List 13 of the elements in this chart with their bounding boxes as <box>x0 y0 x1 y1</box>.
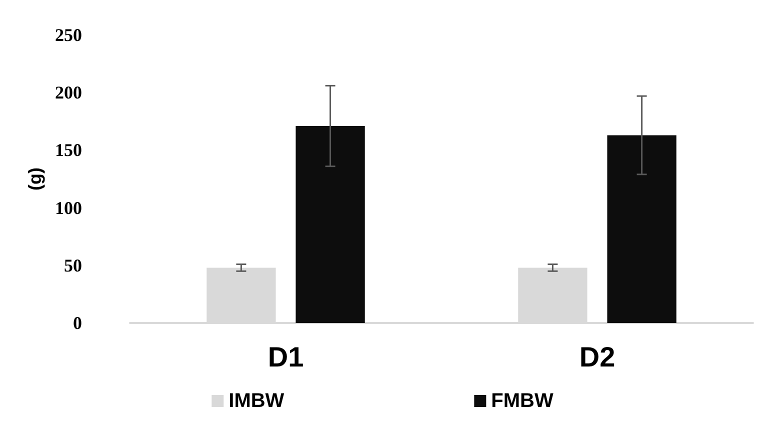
y-tick-label: 150 <box>55 140 82 160</box>
y-tick-label: 100 <box>55 198 82 218</box>
bar <box>296 126 365 323</box>
y-tick-label: 250 <box>55 25 82 45</box>
y-tick-label: 200 <box>55 82 82 103</box>
x-tick-label: D1 <box>268 342 304 372</box>
y-tick-label: 0 <box>73 313 82 333</box>
bar <box>607 135 676 323</box>
y-tick-label: 50 <box>64 255 82 276</box>
legend-label: FMBW <box>491 390 554 412</box>
legend-label: IMBW <box>228 390 284 412</box>
x-tick-label: D2 <box>579 342 616 372</box>
y-axis-title: (g) <box>25 168 46 190</box>
